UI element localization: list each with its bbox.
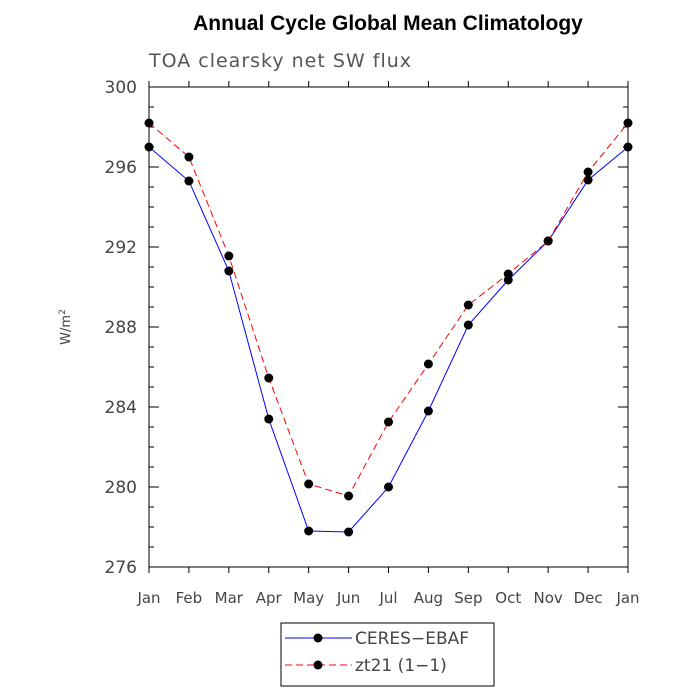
legend-item: CERES−EBAF (285, 629, 469, 649)
data-point (583, 167, 593, 177)
chart-subtitle: TOA clearsky net SW flux (148, 50, 412, 72)
x-tick-label: Sep (454, 589, 482, 607)
legend-label: zt21 (1−1) (355, 656, 447, 676)
data-point (463, 300, 473, 310)
x-axis: Jan Feb Mar Apr May Jun Jul Aug Sep Oct Nov Dec Jan (136, 81, 640, 607)
data-point (224, 266, 234, 276)
series-line (148, 146, 629, 533)
y-tick-label: 280 (105, 478, 137, 498)
legend-box (280, 622, 495, 687)
data-point (224, 251, 234, 261)
y-tick-label: 292 (105, 238, 137, 258)
data-point (144, 118, 154, 128)
series-layer (144, 118, 633, 537)
chart-title: Annual Cycle Global Mean Climatology (193, 12, 583, 35)
data-point (304, 526, 314, 536)
data-point (384, 417, 393, 427)
plot-frame (148, 86, 629, 568)
legend: CERES−EBAF zt21 (1−1) (280, 622, 495, 687)
x-tick-label: Aug (414, 589, 443, 607)
data-point (503, 269, 513, 279)
data-point (144, 142, 154, 152)
svg-text:W/m2: W/m2 (58, 309, 74, 345)
y-axis-label: W/m2 (58, 309, 74, 345)
data-point (264, 373, 274, 383)
y-tick-label: 300 (105, 78, 137, 98)
y-tick-label: 296 (105, 158, 137, 178)
x-tick-label: Oct (495, 589, 521, 607)
series-1 (144, 118, 633, 501)
data-point (543, 236, 553, 246)
series-line (148, 122, 629, 497)
legend-label: CERES−EBAF (355, 629, 469, 649)
x-tick-label: Dec (574, 589, 603, 607)
legend-swatch-marker (313, 660, 323, 670)
data-point (184, 152, 194, 162)
x-tick-label: Jan (615, 589, 639, 607)
data-point (623, 118, 633, 128)
data-point (304, 479, 314, 489)
x-tick-label: Nov (534, 589, 563, 607)
x-tick-label: Feb (176, 589, 203, 607)
data-point (423, 359, 433, 369)
data-point (423, 406, 433, 416)
y-tick-label: 284 (105, 398, 137, 418)
legend-swatch-marker (313, 633, 323, 643)
data-point (583, 175, 593, 185)
x-tick-label: Mar (215, 589, 244, 607)
y-axis-label-base: W/m (59, 315, 74, 345)
data-point (463, 320, 473, 330)
data-point (384, 482, 393, 492)
data-point (344, 527, 354, 537)
x-tick-label: Apr (256, 589, 283, 607)
legend-items: CERES−EBAF zt21 (1−1) (285, 629, 469, 676)
x-tick-label: May (293, 589, 324, 607)
y-axis-label-exponent: 2 (58, 309, 68, 315)
y-axis: 276 280 284 288 292 296 300 (105, 78, 628, 578)
series-0 (144, 142, 633, 537)
y-tick-label: 288 (105, 318, 137, 338)
x-tick-label: Jul (378, 589, 397, 607)
x-tick-label: Jan (136, 589, 160, 607)
legend-item: zt21 (1−1) (285, 656, 447, 676)
data-point (184, 176, 194, 186)
y-tick-label: 276 (105, 558, 137, 578)
x-tick-label: Jun (336, 589, 360, 607)
data-point (344, 491, 354, 501)
data-point (623, 142, 633, 152)
data-point (264, 414, 274, 424)
